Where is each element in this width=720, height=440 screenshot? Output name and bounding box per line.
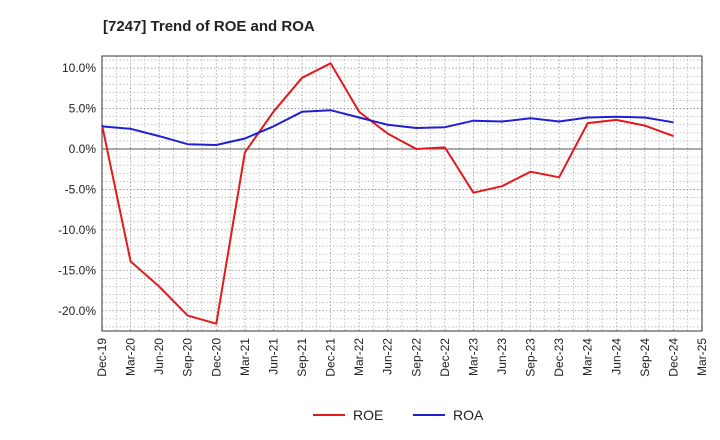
series-line-roa — [101, 109, 674, 146]
grid-lines — [101, 56, 703, 331]
y-tick-label: -20.0% — [58, 304, 96, 318]
y-tick-label: -10.0% — [58, 223, 96, 237]
x-tick-label: Sep-21 — [295, 338, 309, 377]
y-tick-label: 5.0% — [69, 102, 97, 116]
x-tick-label: Dec-23 — [552, 338, 566, 377]
x-tick-label: Sep-20 — [181, 338, 195, 377]
y-tick-label: 10.0% — [62, 61, 96, 75]
x-tick-label: Dec-21 — [324, 338, 338, 377]
y-tick-label: -5.0% — [65, 182, 97, 196]
plot-frame — [101, 55, 703, 332]
y-tick-label: -15.0% — [58, 263, 96, 277]
x-tick-label: Dec-24 — [666, 338, 680, 377]
x-tick-label: Jun-24 — [609, 338, 623, 375]
x-tick-label: Jun-20 — [152, 338, 166, 375]
x-tick-label: Mar-22 — [352, 338, 366, 376]
x-tick-label: Mar-20 — [124, 338, 138, 376]
series-line-roe — [101, 62, 674, 325]
x-tick-label: Sep-24 — [638, 338, 652, 377]
x-tick-label: Mar-24 — [581, 338, 595, 376]
x-tick-label: Dec-22 — [438, 338, 452, 377]
x-tick-label: Jun-22 — [381, 338, 395, 375]
legend: ROE ROA — [313, 407, 484, 423]
x-tick-label: Sep-22 — [409, 338, 423, 377]
y-tick-labels: 10.0% 5.0% 0.0% -5.0% -10.0% -15.0% -20.0% — [58, 61, 96, 318]
series-lines — [101, 62, 674, 325]
x-tick-label: Dec-19 — [95, 338, 109, 377]
x-tick-label: Mar-23 — [466, 338, 480, 376]
x-tick-label: Mar-21 — [238, 338, 252, 376]
legend-label-roe: ROE — [353, 407, 383, 423]
x-tick-label: Dec-20 — [209, 338, 223, 377]
x-tick-label: Sep-23 — [524, 338, 538, 377]
axes — [101, 55, 703, 332]
x-tick-label: Mar-25 — [695, 338, 709, 376]
y-tick-label: 0.0% — [69, 142, 97, 156]
x-tick-labels: Dec-19 Mar-20 Jun-20 Sep-20 Dec-20 Mar-21 Jun-… — [95, 338, 709, 377]
x-tick-label: Jun-23 — [495, 338, 509, 375]
chart-title: [7247] Trend of ROE and ROA — [103, 18, 315, 35]
x-tick-label: Jun-21 — [266, 338, 280, 375]
legend-label-roa: ROA — [453, 407, 484, 423]
